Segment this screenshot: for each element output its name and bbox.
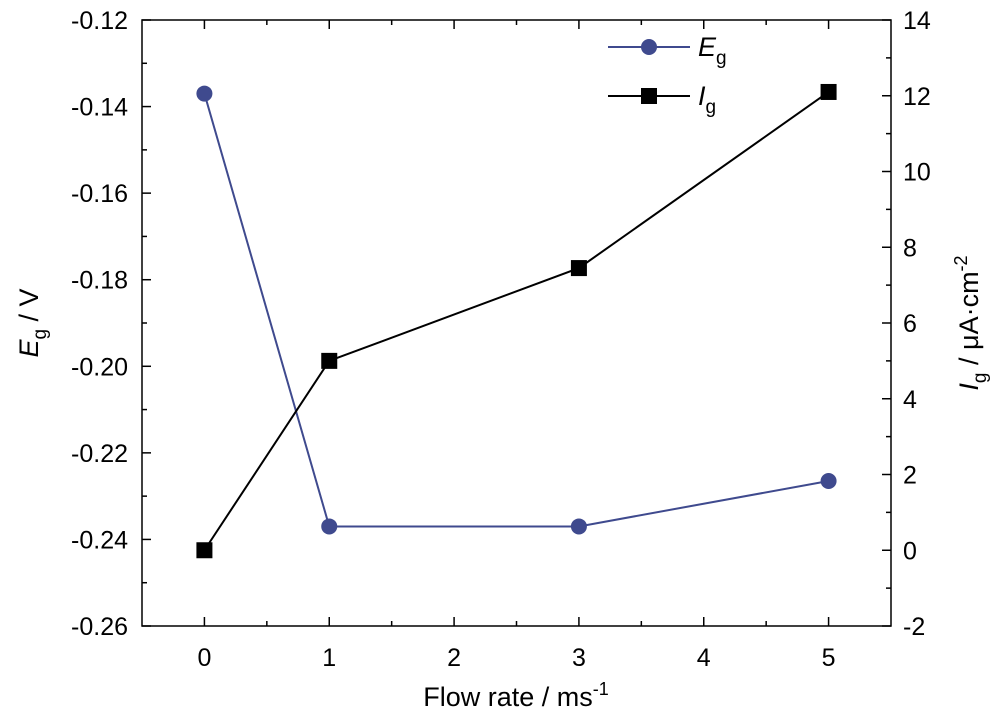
ig-data-point — [570, 260, 587, 277]
y-right-tick-label: 2 — [903, 462, 917, 490]
legend-marker-eg — [641, 39, 657, 55]
y-axis-right: -2 0 2 4 6 8 10 12 14 — [882, 7, 931, 641]
x-axis-title-sup: -1 — [593, 679, 609, 699]
legend-marker-ig — [641, 88, 657, 104]
x-tick-label: 0 — [197, 644, 211, 672]
y-right-title-sub: g — [970, 372, 991, 383]
y-right-tick-label: 10 — [903, 159, 931, 187]
y-left-title-sub: g — [30, 329, 51, 340]
y-right-title-sup: -2 — [951, 255, 971, 271]
y-left-tick-label: -0.18 — [71, 267, 128, 295]
series-line-eg — [203, 93, 829, 528]
y-left-tick-label: -0.12 — [71, 7, 128, 35]
y-right-tick-label: 12 — [903, 83, 931, 111]
y-right-axis-title: Ig / μA·cm-2 — [951, 255, 991, 390]
ig-data-point — [820, 83, 837, 100]
plot-frame — [141, 19, 892, 627]
y-right-title-rest: / μA·cm — [954, 271, 984, 372]
x-axis-title-main: Flow rate / ms — [423, 682, 593, 712]
y-left-title-rest: / V — [14, 288, 44, 329]
y-right-title-main: I — [954, 383, 984, 391]
y-right-tick-label: -2 — [903, 613, 925, 641]
y-right-tick-label: 6 — [903, 310, 917, 338]
legend-label-ig-main: I — [698, 81, 706, 111]
eg-data-point — [196, 85, 213, 102]
eg-data-point — [570, 518, 587, 535]
y-left-tick-label: -0.26 — [71, 613, 128, 641]
y-left-tick-label: -0.22 — [71, 440, 128, 468]
y-left-tick-label: -0.24 — [71, 526, 128, 554]
series-line-ig — [203, 91, 830, 551]
legend-label-eg: Eg — [698, 32, 727, 69]
series-layer — [196, 83, 837, 559]
ig-data-point — [321, 352, 338, 369]
x-tick-label: 2 — [447, 644, 461, 672]
y-left-tick-label: -0.20 — [71, 353, 128, 381]
y-left-title-main: E — [14, 339, 44, 358]
x-tick-label: 4 — [697, 644, 711, 672]
legend-label-eg-main: E — [698, 32, 717, 62]
ig-data-point — [196, 542, 213, 559]
y-left-tick-label: -0.14 — [71, 94, 128, 122]
eg-data-point — [321, 518, 338, 535]
y-left-tick-label: -0.16 — [71, 180, 128, 208]
x-tick-label: 1 — [322, 644, 336, 672]
legend: Eg Ig — [608, 32, 727, 118]
legend-label-eg-sub: g — [716, 48, 727, 69]
x-axis-title: Flow rate / ms-1 — [423, 679, 609, 712]
y-left-axis-title: Eg / V — [14, 288, 51, 357]
legend-label-ig: Ig — [698, 81, 716, 118]
eg-data-point — [820, 472, 837, 489]
x-axis: 0 1 2 3 4 5 — [197, 20, 836, 672]
y-right-tick-label: 4 — [903, 386, 917, 414]
y-right-tick-label: 0 — [903, 537, 917, 565]
x-tick-label: 3 — [572, 644, 586, 672]
x-tick-label: 5 — [822, 644, 836, 672]
y-right-tick-label: 8 — [903, 234, 917, 262]
y-axis-left: -0.26 -0.24 -0.22 -0.20 -0.18 -0.16 -0.14 -0.12 — [71, 7, 151, 641]
legend-label-ig-sub: g — [706, 97, 717, 118]
y-right-tick-label: 14 — [903, 7, 931, 35]
